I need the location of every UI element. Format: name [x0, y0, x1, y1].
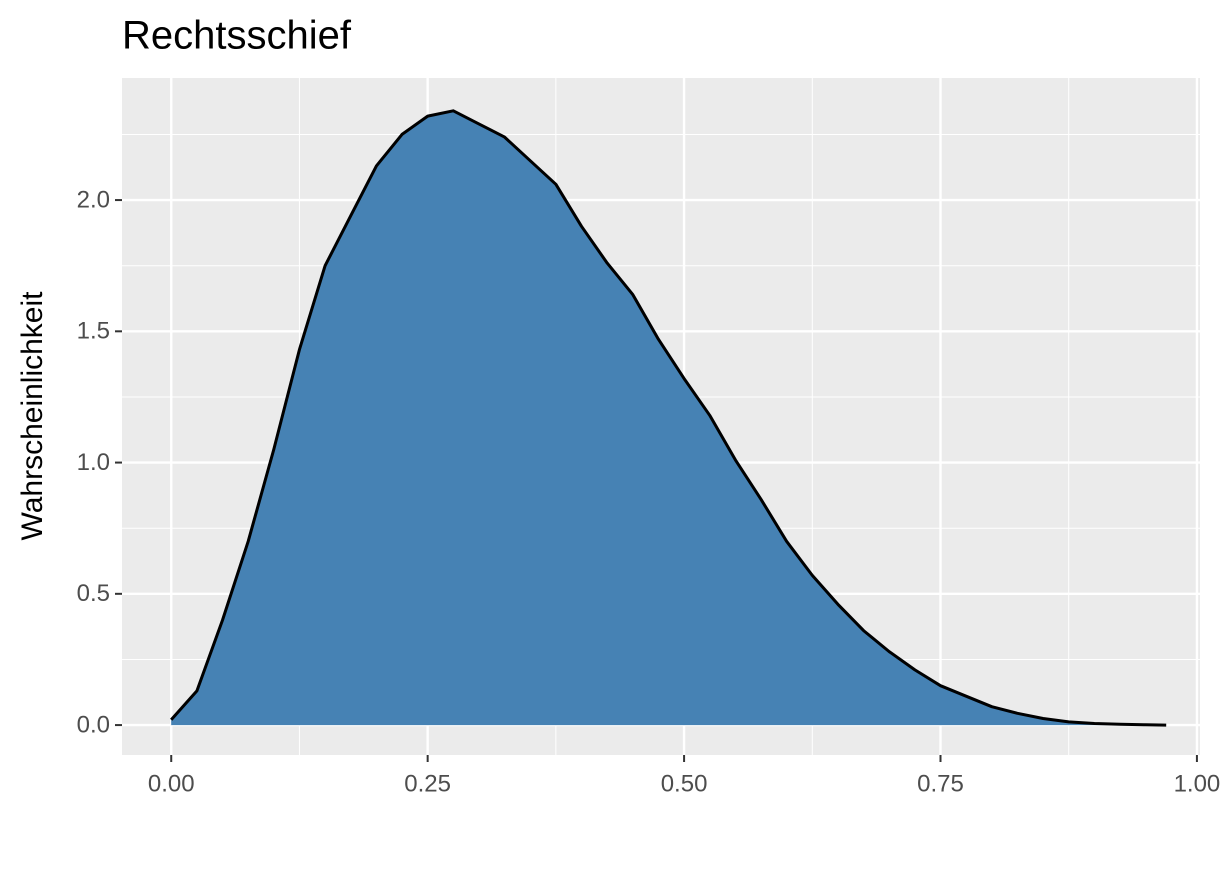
x-tick-label: 1.00	[1174, 770, 1221, 797]
y-tick-label: 0.5	[77, 580, 110, 607]
y-tick-label: 0.0	[77, 711, 110, 738]
area-outline	[170, 109, 1167, 727]
x-tick-label: 0.00	[148, 770, 195, 797]
y-tick-label: 1.5	[77, 318, 110, 345]
chart-title: Rechtsschief	[122, 14, 352, 58]
x-tick-label: 0.25	[404, 770, 451, 797]
y-axis-title: Wahrscheinlichkeit	[16, 291, 49, 541]
x-tick-label: 0.50	[661, 770, 708, 797]
y-tick-label: 1.0	[77, 449, 110, 476]
area	[171, 110, 1167, 726]
x-tick-label: 0.75	[917, 770, 964, 797]
y-tick-label: 2.0	[77, 186, 110, 213]
